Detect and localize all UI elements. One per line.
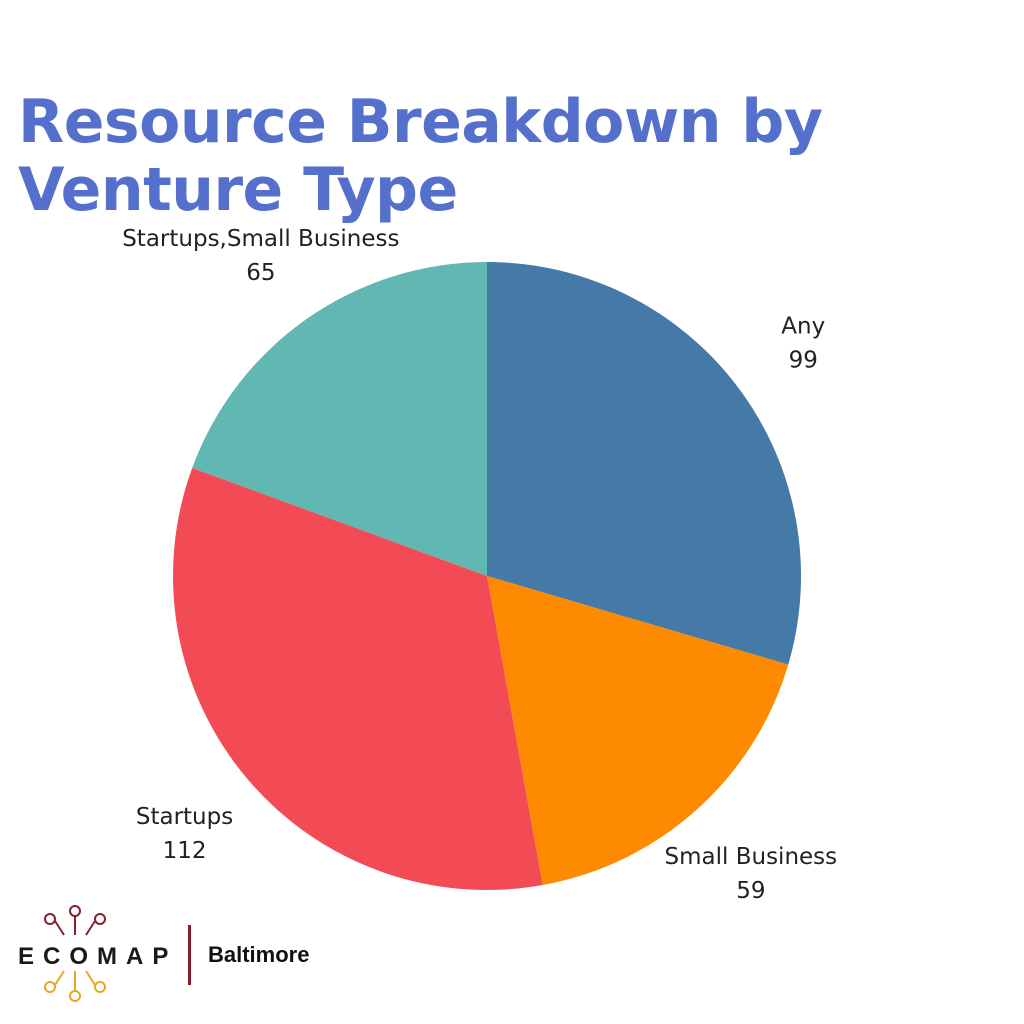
pie-value-startups-small-business: 65 (246, 260, 275, 286)
pie-chart: Any 99 Small Business 59 Startups 112 Startups… (122, 226, 838, 900)
logo-city: Baltimore (208, 942, 310, 967)
pie-label-startups-small-business: Startups,Small Business (122, 226, 399, 252)
pie-slice-small-business (487, 576, 789, 886)
logo-divider (188, 925, 191, 985)
chart-title-line-1: Resource Breakdown by (18, 87, 823, 157)
pie-value-any: 99 (789, 347, 818, 373)
pie-label-startups: Startups (136, 804, 233, 830)
pie-slice-any (487, 262, 801, 665)
chart-title-line-2: Venture Type (18, 155, 458, 225)
pie-slice-startups-small-business (192, 262, 487, 576)
network-nodes-icon (44, 905, 106, 1002)
pie-slice-startups (172, 467, 543, 890)
pie-value-small-business: 59 (736, 878, 765, 900)
pie-label-any: Any (781, 313, 825, 339)
ecomap-baltimore-logo: ECOMAP Baltimore (18, 905, 338, 1005)
ecomap-wordmark: ECOMAP (18, 943, 178, 970)
pie-label-small-business: Small Business (665, 844, 838, 870)
chart-title: Resource Breakdown by Venture Type (18, 88, 978, 224)
pie-value-startups: 112 (163, 838, 207, 864)
